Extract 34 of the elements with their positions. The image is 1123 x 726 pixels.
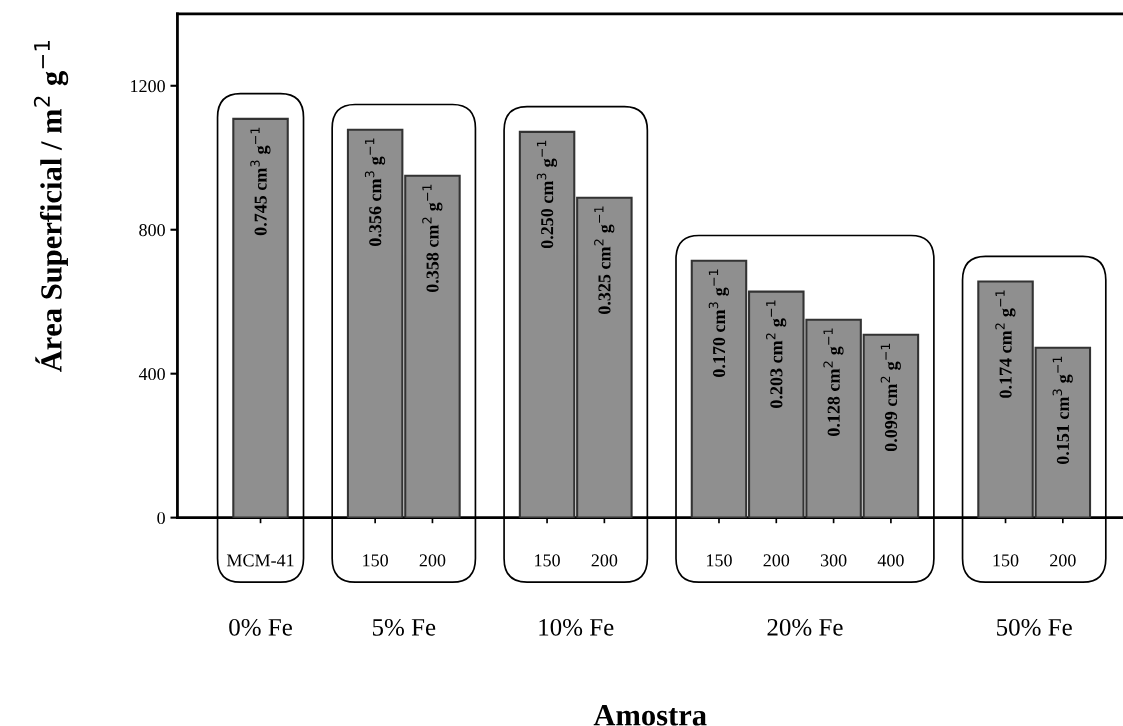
y-tick-label: 400 [138,367,165,381]
x-tick-label: 200 [419,554,446,567]
annotation: 0.745 cm$^{3}$ g$^{−1}$ [250,127,271,236]
y-tick-label: 800 [139,223,165,237]
y-tick-label: 1200 [131,80,165,93]
x-tick-label: 400 [877,554,904,567]
text: 10% Fe [539,618,614,636]
annotation: 0.151 cm$^{3}$ g$^{−1}$ [1052,356,1073,465]
x-tick-label: 150 [535,554,560,567]
annotation: 0.170 cm$^{3}$ g$^{−1}$ [708,269,729,377]
text: 0% Fe [229,618,292,636]
text: 5% Fe [372,618,436,636]
x-axis-title: Amostra [593,705,707,726]
annotation: 0.099 cm$^{2}$ g$^{−1}$ [880,343,901,452]
x-tick-label: 150 [707,554,732,567]
x-tick-label: 200 [763,554,790,567]
x-tick-label: MCM-41 [226,554,294,567]
text: 20% Fe [767,618,843,636]
x-tick-label: 150 [363,554,388,567]
annotation: 0.356 cm$^{3}$ g$^{−1}$ [364,138,386,246]
x-tick-label: 300 [820,554,847,567]
x-tick-label: 200 [591,554,618,567]
bar [232,117,289,518]
annotation: 0.128 cm$^{2}$ g$^{−1}$ [823,328,844,436]
annotation: 0.358 cm$^{2}$ g$^{−1}$ [422,184,443,293]
x-tick-label: 200 [1050,554,1076,567]
x-tick-label: 150 [993,554,1019,567]
annotation: 0.250 cm$^{3}$ g$^{−1}$ [536,140,558,249]
text: 50% Fe [997,618,1072,636]
annotation: 0.174 cm$^{2}$ g$^{−1}$ [995,290,1016,398]
annotation: 0.203 cm$^{2}$ g$^{−1}$ [766,300,787,408]
annotation: 0.325 cm$^{2}$ g$^{−1}$ [594,206,615,314]
y-axis-title: Área Superficial / m$^{2}$ g$^{−1}$ [33,40,69,373]
y-tick-label: 0 [157,511,165,525]
